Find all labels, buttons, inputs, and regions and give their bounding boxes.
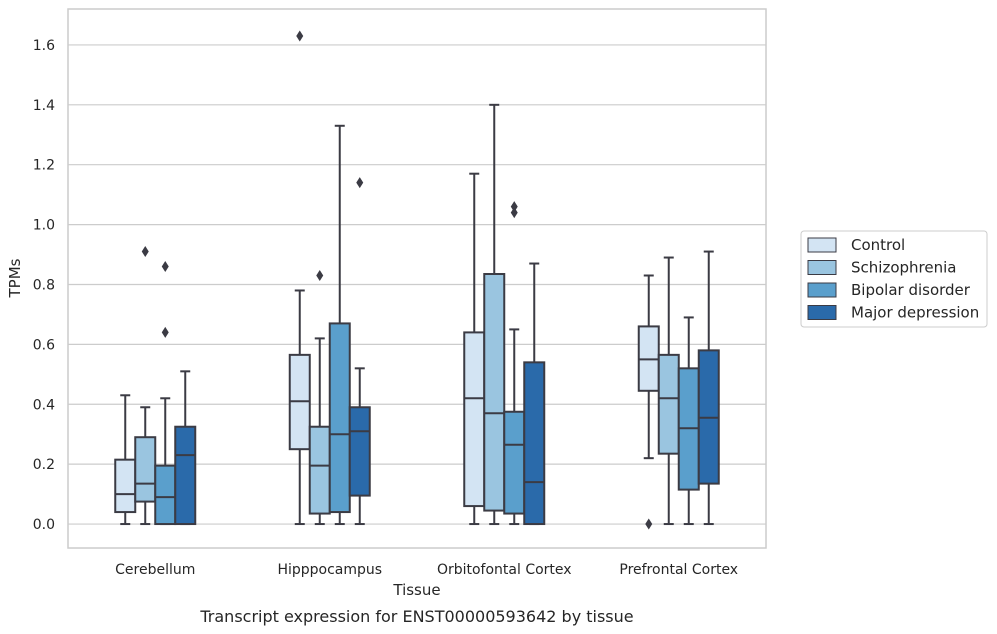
x-tick-label: Cerebellum bbox=[115, 562, 195, 578]
legend-label: Control bbox=[851, 236, 905, 254]
box-major-depression bbox=[697, 250, 720, 526]
box-iqr bbox=[174, 425, 197, 526]
box-iqr bbox=[308, 425, 331, 515]
box-iqr bbox=[134, 436, 157, 503]
legend-label: Schizophrenia bbox=[851, 259, 956, 277]
outlier-point bbox=[161, 261, 169, 273]
box-schizophrenia bbox=[308, 270, 331, 526]
outlier-point bbox=[161, 326, 169, 338]
box-iqr bbox=[463, 331, 486, 508]
legend-frame bbox=[800, 230, 988, 328]
outlier-point bbox=[316, 270, 324, 282]
y-tick-label: 0.8 bbox=[33, 277, 55, 293]
x-tick-label: Orbitofontal Cortex bbox=[437, 562, 572, 578]
legend: Control Schizophrenia Bipolar disorder Majo… bbox=[800, 230, 988, 328]
box-schizophrenia bbox=[483, 103, 506, 526]
x-tick-labels: Cerebellum Hipppocampus Orbitofontal Corte… bbox=[115, 562, 738, 578]
x-axis-title: Tissue bbox=[392, 581, 440, 599]
y-tick-label: 1.0 bbox=[33, 218, 55, 234]
plot-frame bbox=[67, 8, 767, 549]
y-tick-label: 0.2 bbox=[33, 457, 55, 473]
outlier-point bbox=[510, 207, 518, 219]
box-iqr bbox=[483, 273, 506, 512]
box-control bbox=[463, 172, 486, 526]
legend-label: Major depression bbox=[851, 304, 979, 322]
outlier-point bbox=[141, 246, 149, 258]
outlier-point bbox=[510, 201, 518, 213]
y-axis-title: TPMs bbox=[6, 258, 24, 298]
box-major-depression bbox=[174, 370, 197, 526]
legend-swatch bbox=[807, 237, 837, 253]
box-groups bbox=[114, 30, 720, 530]
outlier-point bbox=[296, 30, 304, 42]
box-iqr bbox=[154, 464, 177, 526]
y-tick-label: 1.2 bbox=[33, 158, 55, 174]
y-tick-labels: 0.0 0.2 0.4 0.6 0.8 1.0 1.2 1.4 1.6 bbox=[33, 38, 55, 533]
box-iqr bbox=[503, 410, 526, 515]
box-control bbox=[288, 30, 311, 526]
outlier-point bbox=[356, 177, 364, 189]
box-control bbox=[637, 274, 660, 530]
chart-caption: Transcript expression for ENST0000059364… bbox=[199, 607, 633, 626]
box-iqr bbox=[657, 353, 680, 455]
y-tick-label: 1.4 bbox=[33, 98, 55, 114]
legend-swatch bbox=[807, 282, 837, 298]
y-tick-label: 0.4 bbox=[33, 397, 55, 413]
box-iqr bbox=[348, 406, 371, 497]
x-tick-label: Hipppocampus bbox=[277, 562, 382, 578]
box-major-depression bbox=[348, 177, 371, 526]
legend-swatch bbox=[807, 260, 837, 275]
box-iqr bbox=[328, 322, 351, 514]
y-tick-label: 1.6 bbox=[33, 38, 55, 54]
box-iqr bbox=[523, 361, 546, 526]
legend-swatch bbox=[807, 305, 837, 320]
box-schizophrenia bbox=[657, 256, 680, 526]
x-tick-label: Prefrontal Cortex bbox=[619, 562, 738, 578]
outlier-point bbox=[645, 518, 653, 530]
box-iqr bbox=[114, 458, 137, 514]
y-tick-label: 0.0 bbox=[33, 517, 55, 533]
legend-label: Bipolar disorder bbox=[851, 281, 971, 299]
box-major-depression bbox=[523, 262, 546, 526]
y-tick-label: 0.6 bbox=[33, 337, 55, 353]
